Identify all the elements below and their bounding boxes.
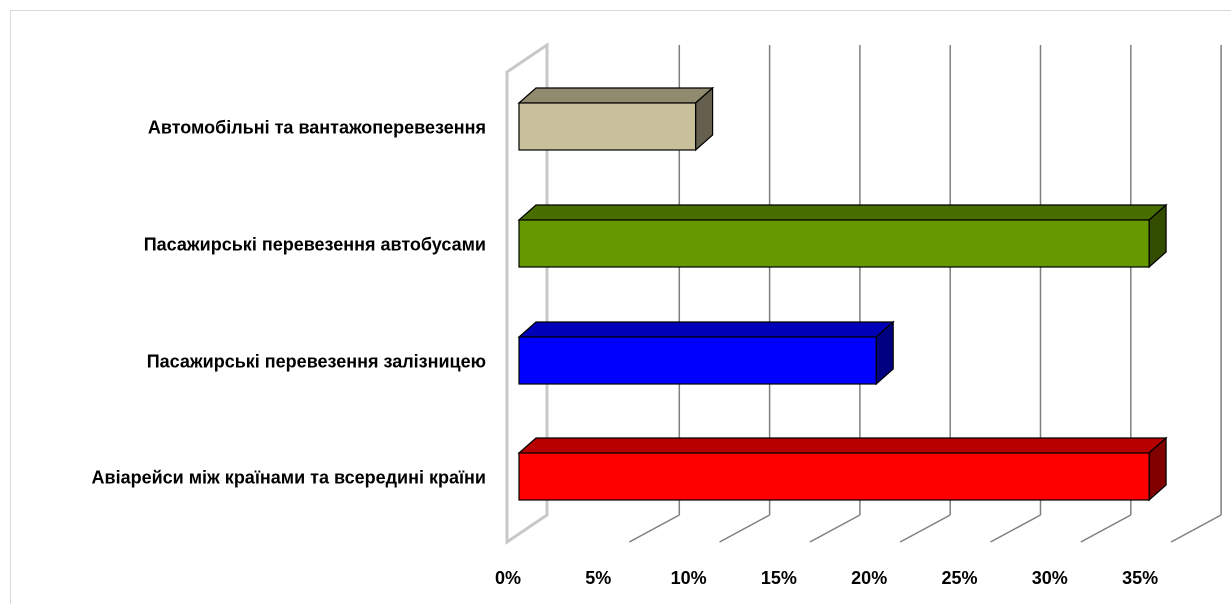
bar-front-face — [518, 452, 1150, 501]
floor-gridline — [899, 514, 951, 543]
floor-gridline — [628, 514, 680, 543]
floor-gridline — [809, 514, 861, 543]
bar-4 — [517, 436, 1168, 502]
gridlines — [505, 42, 1222, 545]
category-label: Авіарейси між країнами та всередині краї… — [92, 468, 487, 488]
x-tick-label: 5% — [585, 568, 611, 588]
floor-gridline — [719, 514, 770, 543]
side-wall — [505, 42, 549, 545]
category-label: Пасажирські перевезення автобусами — [144, 235, 486, 255]
tick-labels: 0% 5% 10% 15% 20% 25% 30% 35% — [495, 568, 1158, 588]
bar-top-face — [517, 204, 1168, 221]
x-tick-label: 25% — [941, 568, 977, 588]
x-tick-label: 10% — [671, 568, 707, 588]
floor-gridline — [1080, 514, 1132, 543]
x-tick-label: 35% — [1122, 568, 1158, 588]
bar-front-face — [518, 219, 1150, 268]
bar-2 — [517, 203, 1168, 269]
bar-top-face — [517, 87, 715, 104]
x-tick-label: 0% — [495, 568, 521, 588]
x-tick-label: 15% — [761, 568, 797, 588]
bar-1 — [517, 86, 715, 152]
bars — [517, 86, 1168, 502]
category-labels: Автомобільні та вантажоперевезення Пасажи… — [92, 118, 487, 488]
x-tick-label: 20% — [851, 568, 887, 588]
category-label: Автомобільні та вантажоперевезення — [148, 118, 486, 138]
bar-front-face — [518, 102, 697, 151]
x-tick-label: 30% — [1032, 568, 1068, 588]
floor-gridline — [1170, 514, 1222, 543]
bar-top-face — [517, 321, 895, 338]
bar-3 — [517, 320, 895, 386]
bar-top-face — [517, 437, 1168, 454]
floor-gridline — [990, 514, 1041, 543]
bar-front-face — [518, 336, 877, 385]
category-label: Пасажирські перевезення залізницею — [147, 352, 486, 372]
